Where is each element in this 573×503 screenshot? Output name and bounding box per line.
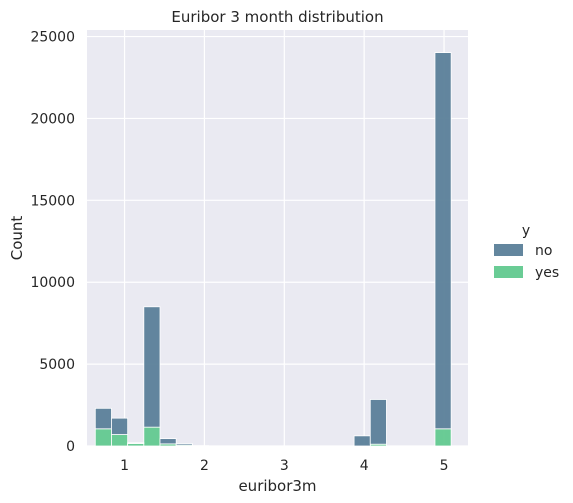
bar-no — [128, 443, 144, 444]
x-tick-label: 1 — [120, 458, 129, 474]
bar-yes — [111, 435, 127, 446]
bar-no — [95, 408, 111, 428]
y-tick-labels: 0 5000 10000 15000 20000 25000 — [30, 30, 75, 455]
y-tick-label: 15000 — [30, 193, 75, 209]
bar-no — [144, 307, 160, 427]
legend-swatch-no — [494, 244, 523, 256]
legend-label-yes: yes — [535, 265, 559, 281]
chart-title: Euribor 3 month distribution — [171, 8, 383, 26]
x-tick-label: 4 — [360, 458, 369, 474]
y-tick-label: 10000 — [30, 275, 75, 291]
legend: y no yes — [494, 223, 559, 281]
bar-no — [370, 399, 386, 444]
x-tick-label: 5 — [440, 458, 449, 474]
y-tick-label: 25000 — [30, 30, 75, 46]
x-tick-label: 3 — [280, 458, 289, 474]
legend-swatch-yes — [494, 266, 523, 278]
bar-yes — [435, 429, 451, 446]
legend-title: y — [522, 223, 530, 239]
bar-no — [354, 436, 370, 446]
bar-no — [111, 418, 127, 434]
y-axis-label: Count — [8, 216, 26, 261]
y-tick-label: 20000 — [30, 111, 75, 127]
y-tick-label: 5000 — [39, 357, 75, 373]
y-tick-label: 0 — [66, 439, 75, 455]
x-axis-label: euribor3m — [238, 477, 316, 495]
bar-no — [176, 444, 192, 445]
bar-no — [435, 53, 451, 429]
legend-label-no: no — [535, 243, 552, 259]
x-tick-labels: 1 2 3 4 5 — [120, 458, 448, 474]
bar-yes — [95, 429, 111, 446]
bar-no — [160, 439, 176, 444]
bar-yes — [144, 427, 160, 446]
x-tick-label: 2 — [200, 458, 209, 474]
